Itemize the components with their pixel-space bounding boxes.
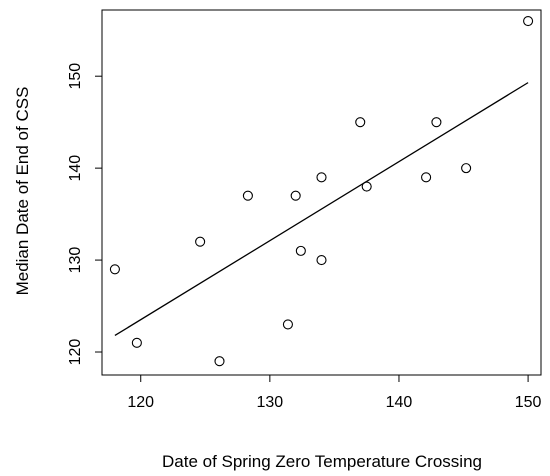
- regression-line: [114, 82, 529, 337]
- data-point: [131, 337, 142, 348]
- data-point: [282, 319, 293, 330]
- data-point: [461, 163, 472, 174]
- data-point: [109, 264, 120, 275]
- data-point: [295, 245, 306, 256]
- data-point: [361, 181, 372, 192]
- data-point: [316, 172, 327, 183]
- data-point: [523, 15, 534, 27]
- x-axis: 120 130 140 150: [127, 374, 542, 411]
- x-tick-label: 150: [515, 394, 542, 411]
- plot-area: [101, 9, 542, 376]
- y-tick-label: 150: [67, 63, 84, 90]
- data-point: [214, 356, 225, 367]
- data-point: [421, 172, 432, 183]
- x-axis-title: Date of Spring Zero Temperature Crossing: [162, 452, 482, 471]
- y-axis-title: Median Date of End of CSS: [13, 87, 32, 296]
- x-tick-label: 140: [386, 394, 413, 411]
- y-axis: 120 130 140 150: [67, 63, 103, 366]
- data-point: [316, 255, 327, 266]
- data-point: [290, 190, 301, 201]
- y-tick-label: 120: [67, 339, 84, 366]
- plot-frame: [101, 9, 542, 376]
- data-point: [355, 117, 366, 128]
- x-tick-label: 130: [257, 394, 284, 411]
- data-point: [195, 236, 206, 247]
- y-tick-label: 130: [67, 247, 84, 274]
- y-tick-label: 140: [67, 155, 84, 182]
- data-point: [431, 117, 442, 128]
- data-point: [242, 190, 253, 201]
- x-tick-label: 120: [127, 394, 154, 411]
